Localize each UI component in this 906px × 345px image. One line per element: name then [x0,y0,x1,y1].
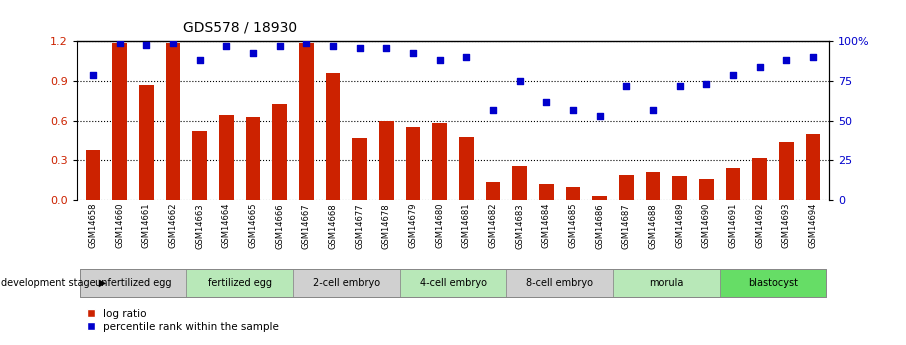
Bar [166,43,180,200]
Point [486,107,500,112]
Bar [432,124,447,200]
Point [86,72,101,78]
Point [459,55,474,60]
Point [646,107,660,112]
Point [699,81,714,87]
Bar [459,137,474,200]
Bar [752,158,767,200]
Bar [506,269,613,297]
Point [672,83,687,89]
Point [752,64,766,70]
Bar [379,121,394,200]
Point [192,58,207,63]
Point [299,40,313,46]
Bar [646,172,660,200]
Point [565,107,580,112]
Point [513,78,527,84]
Text: GDS578 / 18930: GDS578 / 18930 [183,21,297,35]
Bar [299,43,313,200]
Bar [86,150,101,200]
Bar [565,187,581,200]
Bar [613,269,719,297]
Point [619,83,633,89]
Bar [805,134,820,200]
Bar [325,73,341,200]
Bar [192,131,207,200]
Bar [726,168,740,200]
Bar [619,175,633,200]
Bar [512,166,527,200]
Text: 4-cell embryo: 4-cell embryo [419,278,487,288]
Bar [779,142,794,200]
Point [326,43,341,49]
Bar [246,117,260,200]
Point [406,50,420,55]
Bar [400,269,506,297]
Text: blastocyst: blastocyst [748,278,798,288]
Point [219,43,234,49]
Bar [352,138,367,200]
Text: development stage ▶: development stage ▶ [1,278,106,288]
Point [140,42,154,47]
Text: morula: morula [649,278,683,288]
Text: 2-cell embryo: 2-cell embryo [313,278,380,288]
Point [379,45,393,50]
Bar [112,43,127,200]
Point [805,55,820,60]
Point [539,99,554,105]
Bar [273,104,287,200]
Bar [539,184,554,200]
Legend: log ratio, percentile rank within the sample: log ratio, percentile rank within the sa… [82,305,283,336]
Point [112,40,127,46]
Bar [699,179,714,200]
Bar [187,269,293,297]
Point [166,40,180,46]
Bar [293,269,400,297]
Point [273,43,287,49]
Text: 8-cell embryo: 8-cell embryo [526,278,593,288]
Point [352,45,367,50]
Bar [672,176,687,200]
Bar [406,127,420,200]
Bar [719,269,826,297]
Bar [593,196,607,200]
Bar [80,269,187,297]
Point [432,58,447,63]
Bar [486,181,500,200]
Point [593,113,607,119]
Bar [219,116,234,200]
Point [779,58,794,63]
Bar [139,85,154,200]
Point [726,72,740,78]
Text: fertilized egg: fertilized egg [207,278,272,288]
Text: unfertilized egg: unfertilized egg [95,278,171,288]
Point [246,50,260,55]
